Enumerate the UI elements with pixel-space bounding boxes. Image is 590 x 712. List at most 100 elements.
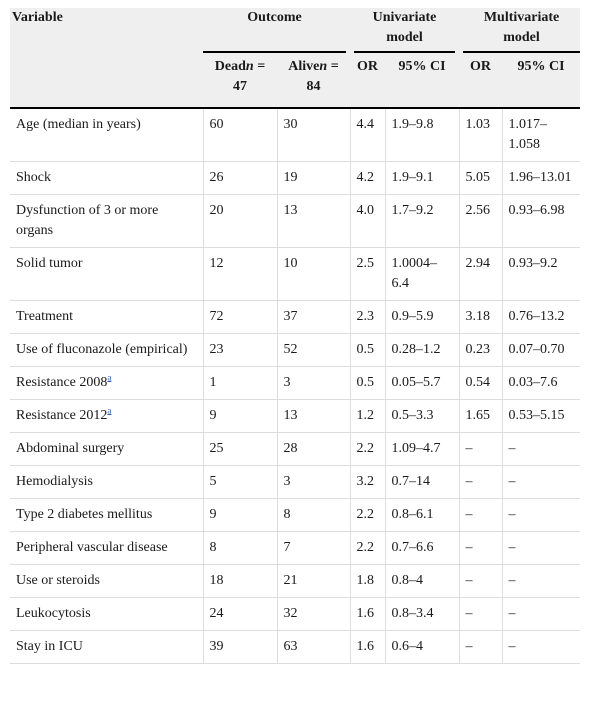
univariate-or-header: OR [350, 52, 385, 109]
multivariate-or-cell-text: 5.05 [465, 170, 491, 185]
multivariate-ci-cell-text: 0.76–13.2 [508, 309, 565, 324]
alive-count-cell: 63 [277, 630, 351, 664]
variable-cell: Leukocytosis [10, 597, 204, 631]
multivariate-ci-cell: – [502, 531, 581, 565]
dead-count-cell-text: 23 [209, 342, 224, 357]
multivariate-or-cell: – [459, 432, 503, 466]
univariate-ci-cell: 0.9–5.9 [385, 300, 460, 334]
univariate-or-cell-text: 4.2 [356, 170, 375, 185]
univariate-ci-cell: 0.8–6.1 [385, 498, 460, 532]
univariate-ci-cell-text: 0.8–4 [391, 573, 424, 588]
alive-count-cell: 13 [277, 194, 351, 248]
multivariate-or-cell-text: – [465, 606, 473, 621]
dead-count-cell: 60 [203, 108, 278, 162]
univariate-ci-cell-text: 1.7–9.2 [391, 203, 434, 218]
table-body: Age (median in years) 60 30 4.4 1.9–9.8 1.03 1… [10, 108, 581, 664]
table-row: Use or steroids 18 21 1.8 0.8–4 – – [10, 564, 581, 598]
dead-count-cell: 72 [203, 300, 278, 334]
multivariate-ci-cell: 0.03–7.6 [502, 366, 581, 400]
variable-cell: Hemodialysis [10, 465, 204, 499]
alive-count-cell: 28 [277, 432, 351, 466]
table-row: Abdominal surgery 25 28 2.2 1.09–4.7 – – [10, 432, 581, 466]
table-row: Treatment 72 37 2.3 0.9–5.9 3.18 0.76–13.2 [10, 300, 581, 334]
univariate-ci-cell-text: 0.8–3.4 [391, 606, 434, 621]
multivariate-or-cell: 2.56 [459, 194, 503, 248]
univariate-ci-cell-text: 0.7–6.6 [391, 540, 434, 555]
variable-cell-text: Resistance 2008 [16, 375, 108, 390]
dead-count-cell-text: 8 [209, 540, 217, 555]
alive-count-cell-text: 7 [283, 540, 291, 555]
alive-count-cell: 21 [277, 564, 351, 598]
variable-cell: Shock [10, 161, 204, 195]
multivariate-ci-cell-text: – [508, 474, 516, 489]
alive-count-cell-text: 19 [283, 170, 298, 185]
univariate-ci-cell-text: 0.05–5.7 [391, 375, 441, 390]
dead-count-cell-text: 9 [209, 507, 217, 522]
footnote-link[interactable]: a [107, 405, 112, 416]
footnote-link[interactable]: a [107, 372, 112, 383]
dead-count-cell: 23 [203, 333, 278, 367]
dead-count-cell: 20 [203, 194, 278, 248]
table-row: Shock 26 19 4.2 1.9–9.1 5.05 1.96–13.01 [10, 161, 581, 195]
multivariate-ci-cell-text: – [508, 540, 516, 555]
univariate-ci-cell-text: 1.9–9.8 [391, 117, 434, 132]
variable-cell: Peripheral vascular disease [10, 531, 204, 565]
variable-cell: Abdominal surgery [10, 432, 204, 466]
multivariate-ci-cell: 0.93–9.2 [502, 247, 581, 301]
univariate-or-cell-text: 3.2 [356, 474, 375, 489]
dead-count-cell: 8 [203, 531, 278, 565]
univariate-or-cell: 4.2 [350, 161, 386, 195]
univariate-or-cell: 1.6 [350, 630, 386, 664]
univariate-ci-cell: 1.9–9.8 [385, 108, 460, 162]
multivariate-or-cell-text: – [465, 639, 473, 654]
multivariate-or-cell: – [459, 597, 503, 631]
alive-count-cell: 7 [277, 531, 351, 565]
multivariate-or-cell: – [459, 564, 503, 598]
alive-count-cell-text: 37 [283, 309, 298, 324]
multivariate-or-cell: 2.94 [459, 247, 503, 301]
multivariate-ci-cell-text: – [508, 639, 516, 654]
univariate-ci-cell: 1.9–9.1 [385, 161, 460, 195]
alive-count-cell: 30 [277, 108, 351, 162]
multivariate-or-cell-text: – [465, 441, 473, 456]
multivariate-or-cell-text: 2.94 [465, 256, 491, 271]
univariate-ci-cell: 0.8–3.4 [385, 597, 460, 631]
dead-count-cell-text: 39 [209, 639, 224, 654]
multivariate-or-cell: 1.03 [459, 108, 503, 162]
dead-count-cell: 1 [203, 366, 278, 400]
univariate-ci-cell: 0.5–3.3 [385, 399, 460, 433]
univariate-or-cell-text: 4.4 [356, 117, 375, 132]
dead-count-cell-text: 18 [209, 573, 224, 588]
multivariate-ci-cell-text: 1.017–1.058 [508, 117, 548, 152]
multivariate-ci-cell-text: – [508, 507, 516, 522]
univariate-or-cell: 1.6 [350, 597, 386, 631]
table-row: Leukocytosis 24 32 1.6 0.8–3.4 – – [10, 597, 581, 631]
univariate-or-cell-text: 1.6 [356, 606, 375, 621]
alive-count-cell-text: 63 [283, 639, 298, 654]
univariate-ci-cell-text: 0.6–4 [391, 639, 424, 654]
univariate-or-cell: 1.8 [350, 564, 386, 598]
multivariate-or-cell: 0.54 [459, 366, 503, 400]
variable-cell: Stay in ICU [10, 630, 204, 664]
variable-cell: Treatment [10, 300, 204, 334]
dead-count-cell: 26 [203, 161, 278, 195]
table-row: Resistance 2012a 9 13 1.2 0.5–3.3 1.65 0.53–5.… [10, 399, 581, 433]
alive-count-cell: 37 [277, 300, 351, 334]
table-row: Resistance 2008a 1 3 0.5 0.05–5.7 0.54 0.03–7.… [10, 366, 581, 400]
dead-count-cell-text: 26 [209, 170, 224, 185]
multivariate-ci-cell: – [502, 465, 581, 499]
variable-cell-text: Dysfunction of 3 or more organs [16, 203, 159, 238]
alive-count-cell: 13 [277, 399, 351, 433]
alive-count-cell: 8 [277, 498, 351, 532]
multivariate-ci-cell-text: – [508, 606, 516, 621]
multivariate-ci-cell-text: 0.93–9.2 [508, 256, 558, 271]
multivariate-or-header: OR [459, 52, 503, 109]
variable-cell: Resistance 2012a [10, 399, 204, 433]
univariate-or-cell: 2.2 [350, 531, 386, 565]
univariate-ci-cell: 0.7–14 [385, 465, 460, 499]
multivariate-or-cell: – [459, 465, 503, 499]
variable-cell-text: Peripheral vascular disease [16, 540, 168, 555]
alive-column-header: Aliven = 84 [277, 52, 350, 109]
dead-count-cell-text: 25 [209, 441, 224, 456]
univariate-ci-cell-text: 0.7–14 [391, 474, 431, 489]
